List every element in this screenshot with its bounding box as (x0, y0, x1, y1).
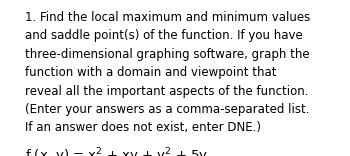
Text: and saddle point(s) of the function. If you have: and saddle point(s) of the function. If … (25, 29, 302, 42)
Text: reveal all the important aspects of the function.: reveal all the important aspects of the … (25, 85, 308, 98)
Text: (Enter your answers as a comma-separated list.: (Enter your answers as a comma-separated… (25, 103, 309, 116)
Text: three-dimensional graphing software, graph the: three-dimensional graphing software, gra… (25, 48, 309, 61)
Text: If an answer does not exist, enter DNE.): If an answer does not exist, enter DNE.) (25, 121, 260, 134)
Text: function with a domain and viewpoint that: function with a domain and viewpoint tha… (25, 66, 276, 79)
Text: f (x, y) = x$^{2}$ + xy + y$^{2}$ + 5y: f (x, y) = x$^{2}$ + xy + y$^{2}$ + 5y (25, 146, 208, 156)
Text: 1. Find the local maximum and minimum values: 1. Find the local maximum and minimum va… (25, 11, 310, 24)
